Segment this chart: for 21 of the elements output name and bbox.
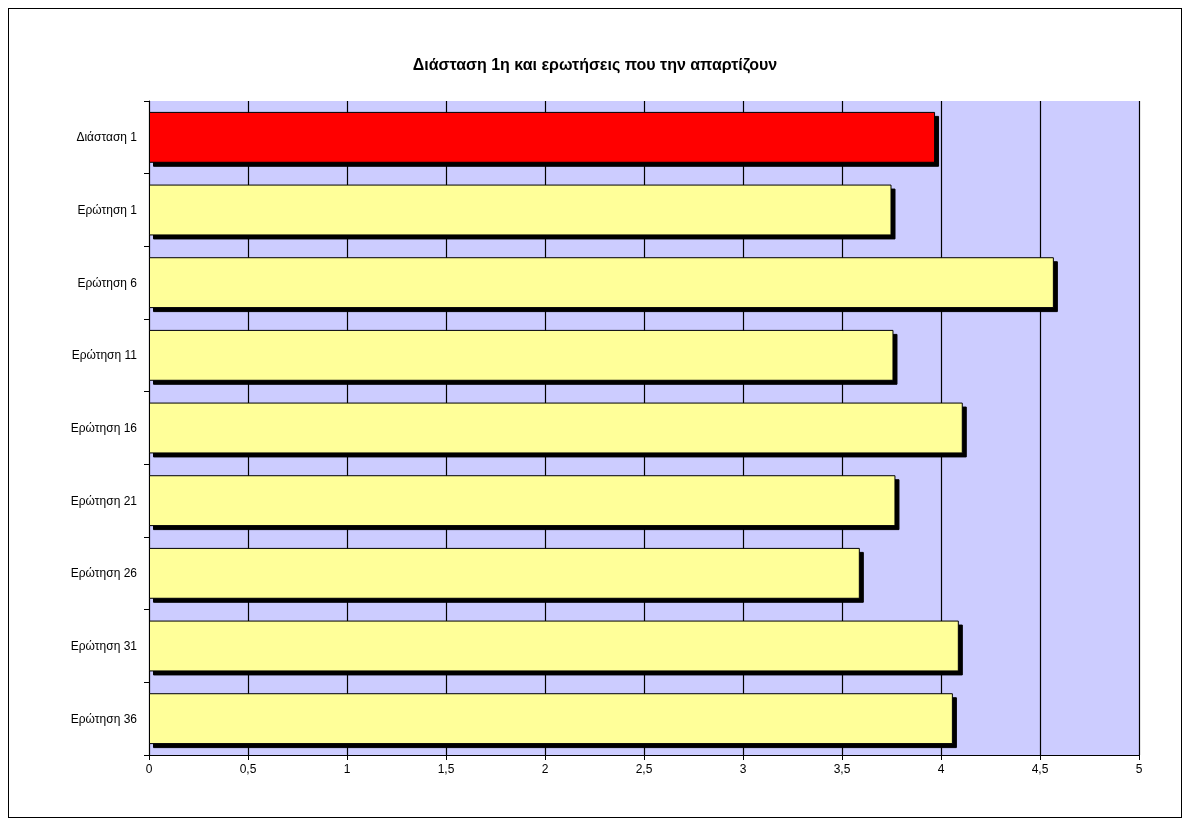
y-tick-label: Διάσταση 1	[76, 130, 138, 145]
x-tick-label: 1,5	[437, 762, 455, 776]
y-tick-label: Ερώτηση 21	[70, 493, 138, 508]
x-tick-label: 3	[739, 762, 747, 776]
x-tick-label: 0	[145, 762, 153, 776]
y-tick-label: Ερώτηση 16	[70, 421, 138, 435]
x-tick-label: 4	[937, 762, 945, 776]
x-tick-label: 4,5	[1031, 762, 1049, 776]
y-tick-label: Ερώτηση 31	[70, 639, 138, 653]
x-tick-label: 2,5	[635, 762, 653, 776]
y-tick-label: Ερώτηση 26	[70, 566, 138, 581]
x-tick-label: 1	[343, 762, 351, 776]
x-tick-label: 0,5	[239, 762, 257, 776]
x-tick-label: 3,5	[833, 762, 851, 776]
y-tick-label: Ερώτηση 11	[71, 348, 138, 363]
y-tick-label: Ερώτηση 36	[70, 711, 138, 726]
x-tick-label: 5	[1135, 762, 1143, 776]
x-tick-label: 2	[541, 762, 549, 776]
y-tick-label: Ερώτηση 6	[77, 275, 138, 290]
y-tick-label: Ερώτηση 1	[77, 203, 138, 217]
chart-title: Διάσταση 1η και ερωτήσεις που την απαρτίζουν	[412, 55, 778, 74]
